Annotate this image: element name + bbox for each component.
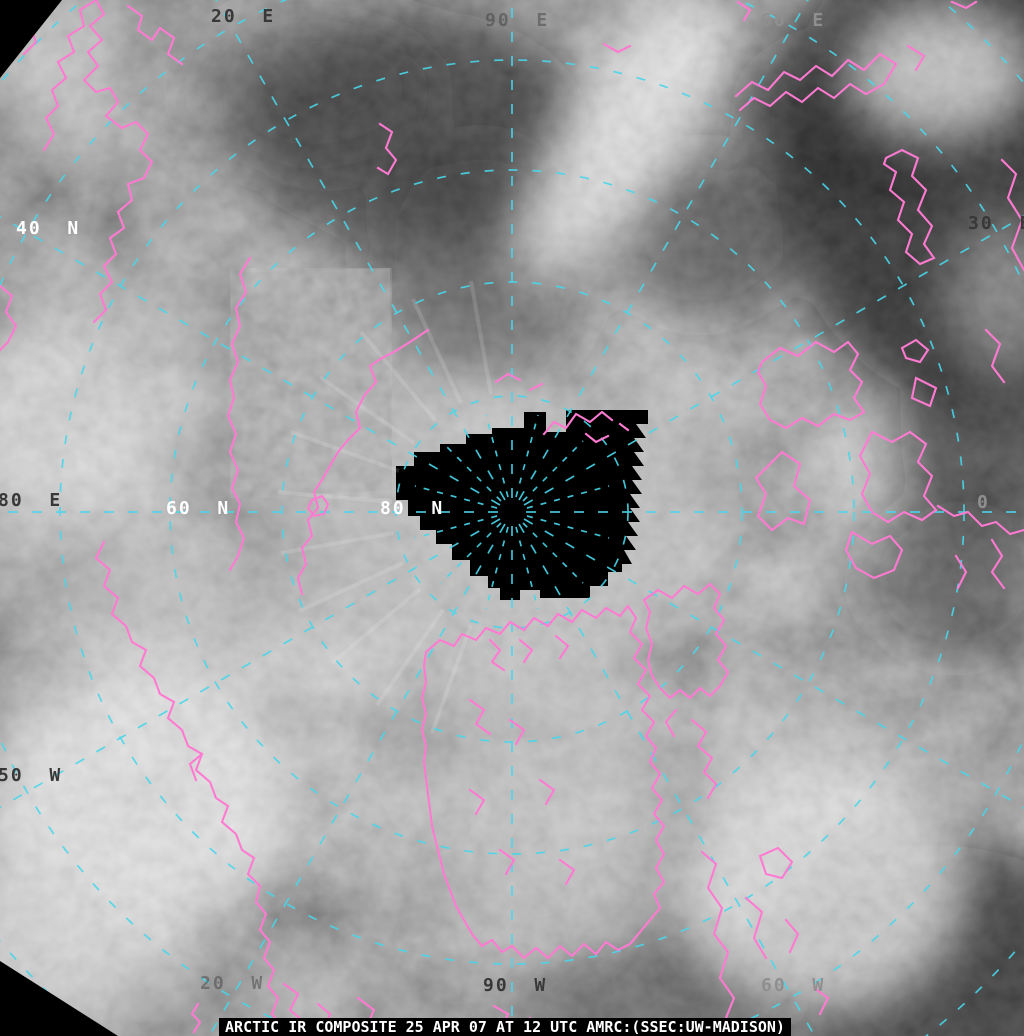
radial-streak-artifacts xyxy=(277,280,493,734)
projection-corner-cuts xyxy=(0,0,118,1036)
caption-bar: ARCTIC IR COMPOSITE 25 APR 07 AT 12 UTC … xyxy=(219,1018,791,1036)
data-void-wedge xyxy=(396,410,648,600)
